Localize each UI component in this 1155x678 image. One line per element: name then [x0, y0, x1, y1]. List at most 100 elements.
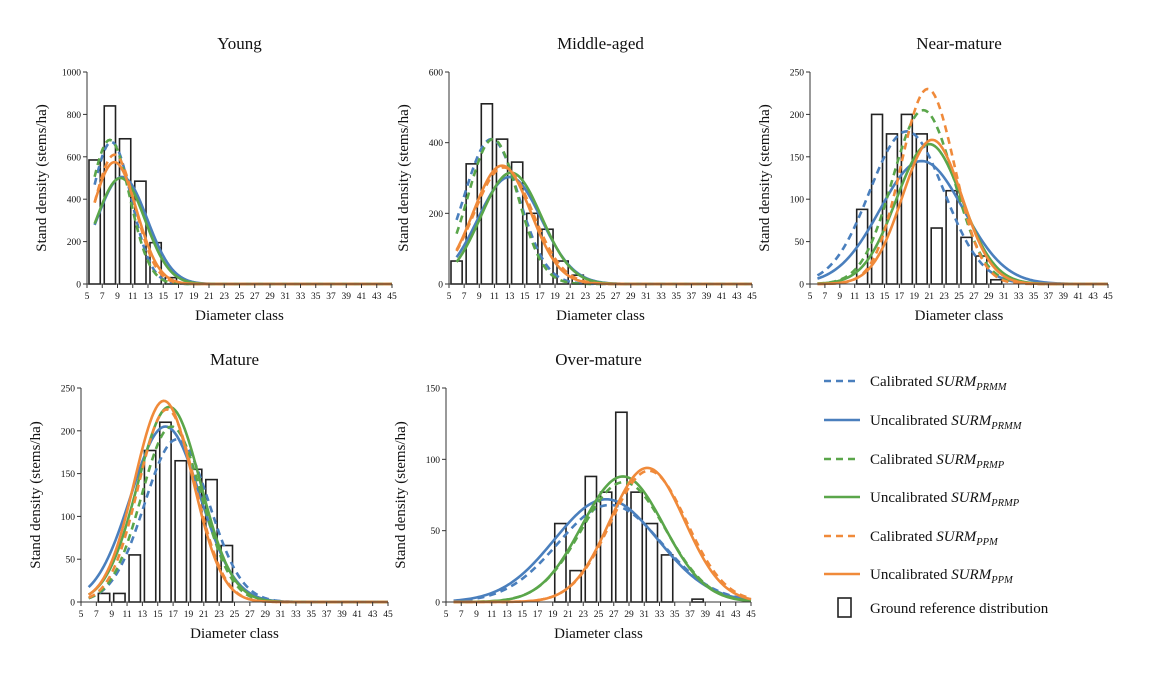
x-tick-label: 13 [505, 292, 515, 302]
x-tick-label: 31 [641, 292, 651, 302]
x-tick-label: 17 [535, 292, 545, 302]
legend-prefix: Uncalibrated [870, 567, 951, 583]
legend-item: Uncalibrated SURMPPM [824, 567, 1014, 586]
histogram-bar [450, 260, 463, 285]
x-tick-label: 29 [984, 292, 994, 302]
x-tick-label: 25 [230, 610, 240, 620]
y-tick-label: 100 [426, 456, 441, 466]
histogram-bar [989, 278, 1003, 285]
y-tick-label: 250 [790, 69, 805, 79]
x-tick-label: 45 [746, 610, 756, 620]
y-tick-label: 250 [61, 385, 76, 395]
x-tick-label: 27 [609, 610, 619, 620]
x-tick-label: 41 [1073, 292, 1083, 302]
x-tick-label: 27 [611, 292, 621, 302]
x-tick-label: 35 [311, 292, 321, 302]
x-tick-label: 19 [189, 292, 199, 302]
x-tick-label: 7 [100, 292, 105, 302]
x-tick-label: 19 [550, 292, 560, 302]
x-tick-label: 39 [1059, 292, 1069, 302]
y-tick-label: 200 [61, 427, 76, 437]
x-tick-label: 21 [565, 292, 575, 302]
x-tick-label: 23 [220, 292, 230, 302]
x-tick-label: 29 [265, 292, 275, 302]
y-tick-label: 200 [67, 238, 82, 248]
legend-model: SURM [951, 413, 992, 429]
x-tick-label: 9 [837, 292, 842, 302]
chart-title: Mature [210, 350, 259, 369]
x-tick-label: 9 [115, 292, 120, 302]
x-tick-label: 19 [548, 610, 558, 620]
x-tick-label: 27 [245, 610, 255, 620]
legend-subscript: PRMM [990, 421, 1023, 432]
x-tick-label: 35 [307, 610, 317, 620]
x-tick-label: 45 [747, 292, 757, 302]
legend-subscript: PRMP [975, 460, 1005, 471]
x-tick-label: 11 [128, 292, 137, 302]
legend-item: Calibrated SURMPRMP [824, 452, 1005, 471]
legend-label: Calibrated SURMPRMP [870, 452, 1005, 471]
x-tick-label: 5 [79, 610, 84, 620]
x-tick-label: 5 [85, 292, 90, 302]
y-tick-label: 0 [799, 281, 804, 291]
y-tick-label: 0 [438, 281, 443, 291]
x-tick-label: 29 [624, 610, 634, 620]
x-tick-label: 33 [1014, 292, 1024, 302]
y-tick-label: 400 [67, 196, 82, 206]
x-tick-label: 15 [153, 610, 163, 620]
legend-model: SURM [936, 452, 977, 468]
x-tick-label: 23 [214, 610, 224, 620]
x-tick-label: 41 [357, 292, 367, 302]
y-tick-label: 50 [66, 556, 76, 566]
x-tick-label: 9 [474, 610, 479, 620]
legend-subscript: PRMP [990, 498, 1020, 509]
legend-label: Calibrated SURMPPM [870, 529, 999, 548]
chart-title: Young [217, 34, 262, 53]
legend-item: Calibrated SURMPRMM [824, 374, 1008, 393]
x-axis-label: Diameter class [554, 626, 643, 642]
legend-model: SURM [951, 567, 992, 583]
x-tick-label: 29 [626, 292, 636, 302]
x-tick-label: 35 [1029, 292, 1039, 302]
legend-label: Ground reference distribution [870, 601, 1049, 617]
x-tick-label: 31 [281, 292, 291, 302]
x-tick-label: 7 [94, 610, 99, 620]
chart-title: Over-mature [555, 350, 642, 369]
y-tick-label: 50 [795, 238, 805, 248]
series-curve [453, 503, 752, 603]
x-tick-label: 23 [939, 292, 949, 302]
y-tick-label: 200 [790, 111, 805, 121]
legend-label: Uncalibrated SURMPRMM [870, 413, 1023, 432]
histogram-bar [599, 491, 613, 603]
x-tick-label: 39 [701, 610, 711, 620]
x-tick-label: 7 [459, 610, 464, 620]
x-tick-label: 21 [924, 292, 934, 302]
x-tick-label: 5 [447, 292, 452, 302]
x-tick-label: 35 [670, 610, 680, 620]
x-tick-label: 5 [444, 610, 449, 620]
x-axis-label: Diameter class [915, 308, 1004, 324]
legend-subscript: PRMM [975, 382, 1008, 393]
histogram-bar [660, 554, 674, 603]
chart-title: Near-mature [916, 34, 1002, 53]
x-tick-label: 11 [487, 610, 496, 620]
x-tick-label: 25 [235, 292, 245, 302]
x-tick-label: 25 [596, 292, 606, 302]
x-tick-label: 29 [260, 610, 270, 620]
legend-subscript: PPM [975, 537, 999, 548]
x-tick-label: 11 [122, 610, 131, 620]
y-tick-label: 0 [70, 599, 75, 609]
x-tick-label: 27 [969, 292, 979, 302]
x-tick-label: 43 [368, 610, 378, 620]
x-tick-label: 21 [204, 292, 214, 302]
x-axis-label: Diameter class [195, 308, 284, 324]
x-tick-label: 15 [159, 292, 169, 302]
legend-item: Ground reference distribution [837, 597, 1049, 618]
x-tick-label: 17 [168, 610, 178, 620]
y-tick-label: 600 [67, 153, 82, 163]
y-tick-label: 800 [67, 111, 82, 121]
x-tick-label: 23 [581, 292, 591, 302]
legend-label: Calibrated SURMPRMM [870, 374, 1008, 393]
x-axis-label: Diameter class [190, 626, 279, 642]
